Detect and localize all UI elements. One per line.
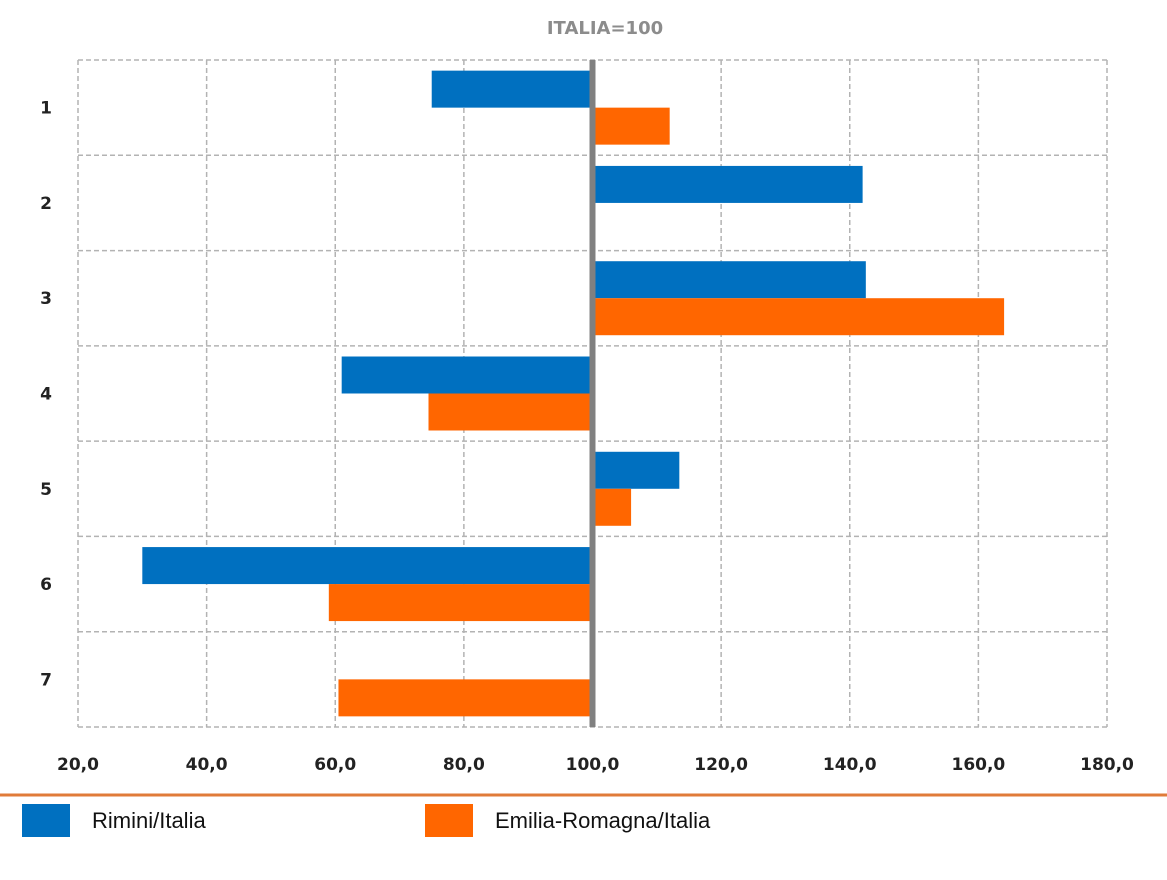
x-tick-label: 180,0	[1080, 755, 1134, 775]
bar-emilia-romagna-1	[592, 107, 670, 145]
legend-swatch-rimini	[22, 804, 70, 837]
bar-emilia-romagna-3	[592, 298, 1005, 336]
bar-emilia-romagna-7	[338, 679, 593, 717]
x-tick-label: 140,0	[823, 755, 877, 775]
legend: Rimini/Italia Emilia-Romagna/Italia	[0, 804, 1167, 861]
bar-rimini-2	[592, 165, 863, 203]
bar-emilia-romagna-4	[428, 393, 593, 431]
x-tick-label: 40,0	[186, 755, 228, 775]
legend-item-rimini: Rimini/Italia	[22, 804, 206, 837]
bar-emilia-romagna-6	[328, 584, 593, 622]
x-tick-label: 120,0	[694, 755, 748, 775]
bars	[142, 70, 1005, 717]
legend-label-emilia-romagna: Emilia-Romagna/Italia	[495, 807, 711, 833]
bar-rimini-5	[592, 451, 680, 489]
category-label: 6	[40, 575, 52, 595]
legend-label-rimini: Rimini/Italia	[92, 807, 206, 833]
category-label: 4	[40, 385, 52, 405]
legend-swatch-emilia-romagna	[425, 804, 473, 837]
category-labels: 1 2 3 4 5 6 7	[40, 99, 52, 691]
category-label: 1	[40, 99, 52, 119]
bar-rimini-3	[592, 261, 866, 299]
category-label: 5	[40, 480, 52, 500]
category-label: 3	[40, 289, 52, 309]
legend-item-emilia-romagna: Emilia-Romagna/Italia	[425, 804, 710, 837]
x-tick-label: 60,0	[314, 755, 356, 775]
bar-rimini-1	[431, 70, 593, 108]
x-tick-label: 160,0	[951, 755, 1005, 775]
x-tick-label: 100,0	[566, 755, 620, 775]
bar-rimini-4	[341, 356, 593, 394]
category-label: 7	[40, 670, 52, 690]
x-tick-labels: 20,0 40,0 60,0 80,0 100,0 120,0 140,0 160,0 180,…	[57, 755, 1134, 775]
x-tick-label: 80,0	[443, 755, 485, 775]
chart-title: ITALIA=100	[547, 18, 663, 39]
bar-rimini-6	[142, 547, 593, 585]
bar-emilia-romagna-5	[592, 488, 632, 526]
x-tick-label: 20,0	[57, 755, 99, 775]
category-label: 2	[40, 194, 52, 214]
